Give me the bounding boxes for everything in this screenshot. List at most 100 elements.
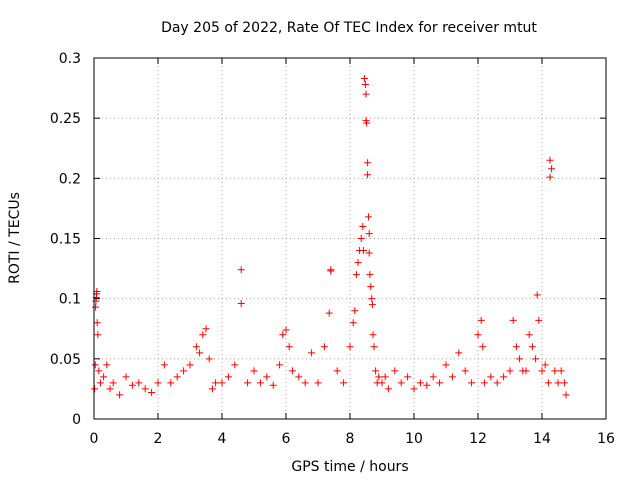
- data-point: [362, 90, 370, 98]
- data-point: [135, 379, 143, 387]
- data-point: [320, 343, 328, 351]
- axis-ticks: 0 2 4 6 8 10 12 14 16 0 0.05 0.1 0.15 0.2 0.25 0.3: [50, 51, 615, 447]
- data-point: [351, 307, 359, 315]
- grid: [94, 58, 606, 419]
- data-point: [525, 331, 533, 339]
- data-point: [546, 156, 554, 164]
- data-point: [474, 331, 482, 339]
- data-point: [141, 385, 149, 393]
- data-point: [237, 299, 245, 307]
- data-point: [250, 367, 258, 375]
- data-point: [167, 379, 175, 387]
- data-point: [103, 361, 111, 369]
- x-tick-label: 14: [533, 431, 551, 447]
- data-point: [180, 367, 188, 375]
- data-point: [109, 379, 117, 387]
- data-point: [509, 316, 517, 324]
- data-point: [346, 343, 354, 351]
- data-point: [128, 381, 136, 389]
- data-point: [365, 230, 373, 238]
- data-point: [154, 379, 162, 387]
- data-point: [391, 367, 399, 375]
- data-point: [404, 373, 412, 381]
- data-point: [244, 379, 252, 387]
- data-point: [461, 367, 469, 375]
- data-point: [196, 349, 204, 357]
- data-point: [208, 385, 216, 393]
- data-point: [479, 343, 487, 351]
- data-point: [480, 379, 488, 387]
- data-point: [122, 373, 130, 381]
- data-point: [327, 266, 335, 274]
- data-point: [269, 381, 277, 389]
- data-point: [532, 355, 540, 363]
- data-point: [416, 379, 424, 387]
- data-point: [354, 259, 362, 267]
- y-tick-label: 0.05: [50, 352, 81, 368]
- data-point: [363, 119, 371, 127]
- data-point: [364, 171, 372, 179]
- x-tick-label: 2: [154, 431, 163, 447]
- y-axis-label: ROTI / TECUs: [7, 192, 23, 284]
- data-point: [448, 373, 456, 381]
- data-point: [368, 295, 376, 303]
- data-point: [231, 361, 239, 369]
- data-point: [541, 361, 549, 369]
- data-point: [148, 389, 156, 397]
- data-point: [535, 316, 543, 324]
- data-point: [256, 379, 264, 387]
- data-point: [285, 343, 293, 351]
- data-point: [546, 173, 554, 181]
- data-point: [116, 391, 124, 399]
- data-point: [366, 271, 374, 279]
- data-point: [560, 379, 568, 387]
- data-point: [533, 291, 541, 299]
- data-point: [349, 319, 357, 327]
- data-point: [95, 367, 103, 375]
- data-point: [375, 373, 383, 381]
- y-tick-label: 0.15: [50, 232, 81, 248]
- data-point: [205, 355, 213, 363]
- data-point: [218, 379, 226, 387]
- data-point: [333, 367, 341, 375]
- data-point: [548, 165, 556, 173]
- data-point: [368, 301, 376, 309]
- data-point: [551, 367, 559, 375]
- data-point: [370, 343, 378, 351]
- data-point: [186, 361, 194, 369]
- data-point: [429, 373, 437, 381]
- y-tick-label: 0.25: [50, 111, 81, 127]
- data-point: [512, 343, 520, 351]
- data-point: [106, 385, 114, 393]
- data-point: [365, 213, 373, 221]
- x-tick-label: 8: [346, 431, 355, 447]
- y-tick-label: 0.1: [59, 292, 81, 308]
- data-point: [455, 349, 463, 357]
- x-tick-label: 16: [597, 431, 615, 447]
- data-point: [359, 247, 367, 255]
- data-point: [91, 361, 99, 369]
- data-point: [192, 343, 200, 351]
- data-point: [557, 367, 565, 375]
- data-point: [308, 349, 316, 357]
- data-point: [94, 331, 102, 339]
- x-tick-label: 4: [218, 431, 227, 447]
- chart-title: Day 205 of 2022, Rate Of TEC Index for r…: [161, 20, 537, 36]
- data-point: [93, 287, 101, 295]
- data-point: [378, 379, 386, 387]
- y-tick-label: 0.2: [59, 171, 81, 187]
- data-point: [160, 361, 168, 369]
- data-point: [544, 379, 552, 387]
- data-point: [301, 379, 309, 387]
- data-point: [493, 379, 501, 387]
- data-point: [360, 74, 368, 82]
- data-point: [325, 309, 333, 317]
- data-point: [173, 373, 181, 381]
- data-point: [506, 367, 514, 375]
- y-tick-label: 0.3: [59, 51, 81, 67]
- data-point: [224, 373, 232, 381]
- data-point: [477, 316, 485, 324]
- data-point: [237, 266, 245, 274]
